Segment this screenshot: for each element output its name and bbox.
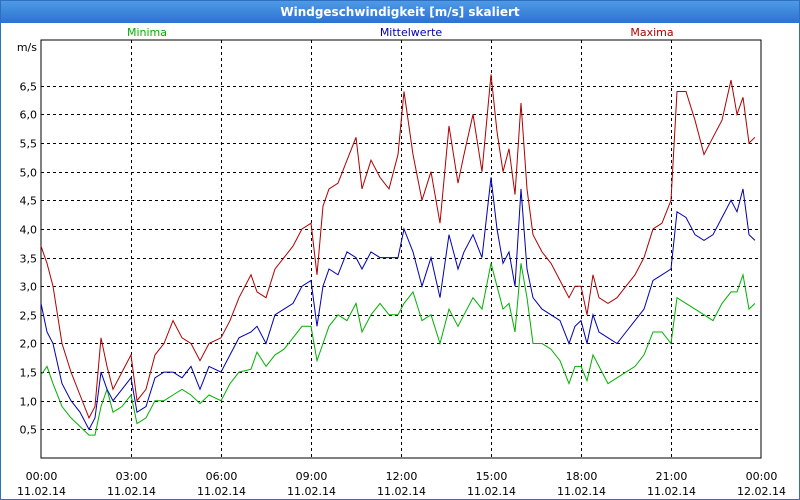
y-tick-label: 1,0: [20, 396, 38, 409]
x-tick-date: 11.02.14: [287, 485, 336, 498]
x-tick-time: 12:00: [386, 470, 418, 483]
y-tick-label: 0,5: [20, 424, 38, 437]
legend-minima: Minima: [127, 26, 167, 39]
legend-maxima: Maxima: [630, 26, 673, 39]
y-tick-label: 2,0: [20, 338, 38, 351]
series-line-mittelwerte: [40, 177, 756, 431]
series-line-minima: [40, 263, 756, 436]
x-tick-time: 06:00: [206, 470, 238, 483]
x-tick-time: 00:00: [26, 470, 58, 483]
x-tick-time: 15:00: [476, 470, 508, 483]
x-tick-date: 11.02.14: [467, 485, 516, 498]
x-tick-date: 11.02.14: [557, 485, 606, 498]
series-line-maxima: [40, 74, 756, 420]
y-tick-label: 1,5: [20, 367, 38, 380]
x-tick-date: 11.02.14: [647, 485, 696, 498]
y-tick-label: 6,5: [20, 81, 38, 94]
y-tick-label: 4,5: [20, 195, 38, 208]
window-title: Windgeschwindigkeit [m/s] skaliert: [1, 1, 799, 23]
legend-mittelwerte: Mittelwerte: [380, 26, 443, 39]
x-tick-time: 09:00: [296, 470, 328, 483]
y-axis-label: m/s: [17, 41, 37, 54]
x-tick-date: 11.02.14: [17, 485, 66, 498]
y-tick-label: 4,0: [20, 224, 38, 237]
x-tick-time: 21:00: [656, 470, 688, 483]
x-tick-time: 18:00: [566, 470, 598, 483]
y-tick-label: 6,0: [20, 109, 38, 122]
x-tick-time: 03:00: [116, 470, 148, 483]
y-tick-label: 2,5: [20, 310, 38, 323]
x-tick-date: 12.02.14: [737, 485, 786, 498]
y-tick-label: 5,5: [20, 138, 38, 151]
x-tick-time: 00:00: [746, 470, 778, 483]
y-tick-label: 5,0: [20, 167, 38, 180]
x-tick-date: 11.02.14: [377, 485, 426, 498]
y-tick-label: 3,5: [20, 253, 38, 266]
x-tick-date: 11.02.14: [107, 485, 156, 498]
y-tick-label: 3,0: [20, 281, 38, 294]
x-tick-date: 11.02.14: [197, 485, 246, 498]
